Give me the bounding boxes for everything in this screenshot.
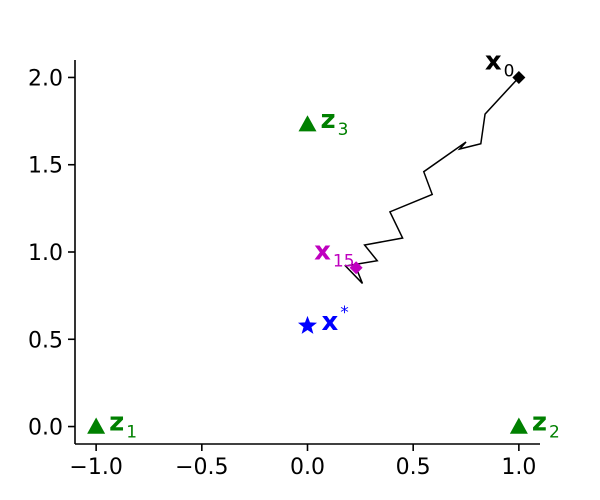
x-tick-label: −0.5 [175,455,228,480]
point-labels: z 1 z 2z 3x *x 0x 15 [109,46,560,442]
y-tick-label: 1.0 [28,241,63,266]
point-label-subscript: 15 [333,252,355,272]
point-label-main: z [109,408,124,438]
x-tick-label: 0.5 [396,455,431,480]
x-tick-label: 0.0 [290,455,325,480]
triangle-marker [509,417,528,434]
x-ticks: −1.0 −0.5 0.0 0.5 1.0 [69,444,536,480]
point-label: x * [322,303,349,337]
point-label-main: z [532,408,547,438]
points [87,70,528,434]
point-label-subscript: 1 [126,423,137,443]
y-tick-label: 0.5 [28,328,63,353]
point-label-main: z [321,105,336,135]
point-label-main: x [322,307,339,337]
point-label-main: x [485,46,502,76]
diamond-marker [349,261,363,275]
point-label-subscript: 3 [338,120,349,140]
point-label-subscript: 2 [549,423,560,443]
point-label-subscript: 0 [504,61,515,81]
y-tick-label: 1.5 [28,154,63,179]
point-label-superscript: * [340,303,349,323]
y-tick-label: 0.0 [28,416,63,441]
diamond-marker [512,70,526,84]
triangle-marker [298,115,317,132]
x-tick-label: 1.0 [501,455,536,480]
point-label: x 15 [314,237,354,272]
path-line [344,76,520,284]
x-tick-label: −1.0 [69,455,122,480]
triangle-marker [87,417,106,434]
star-marker [297,315,318,334]
optimization-path [344,76,520,284]
point-label-main: x [314,237,331,267]
y-ticks: 0.0 0.5 1.0 1.5 2.0 [28,66,75,441]
y-tick-label: 2.0 [28,66,63,91]
